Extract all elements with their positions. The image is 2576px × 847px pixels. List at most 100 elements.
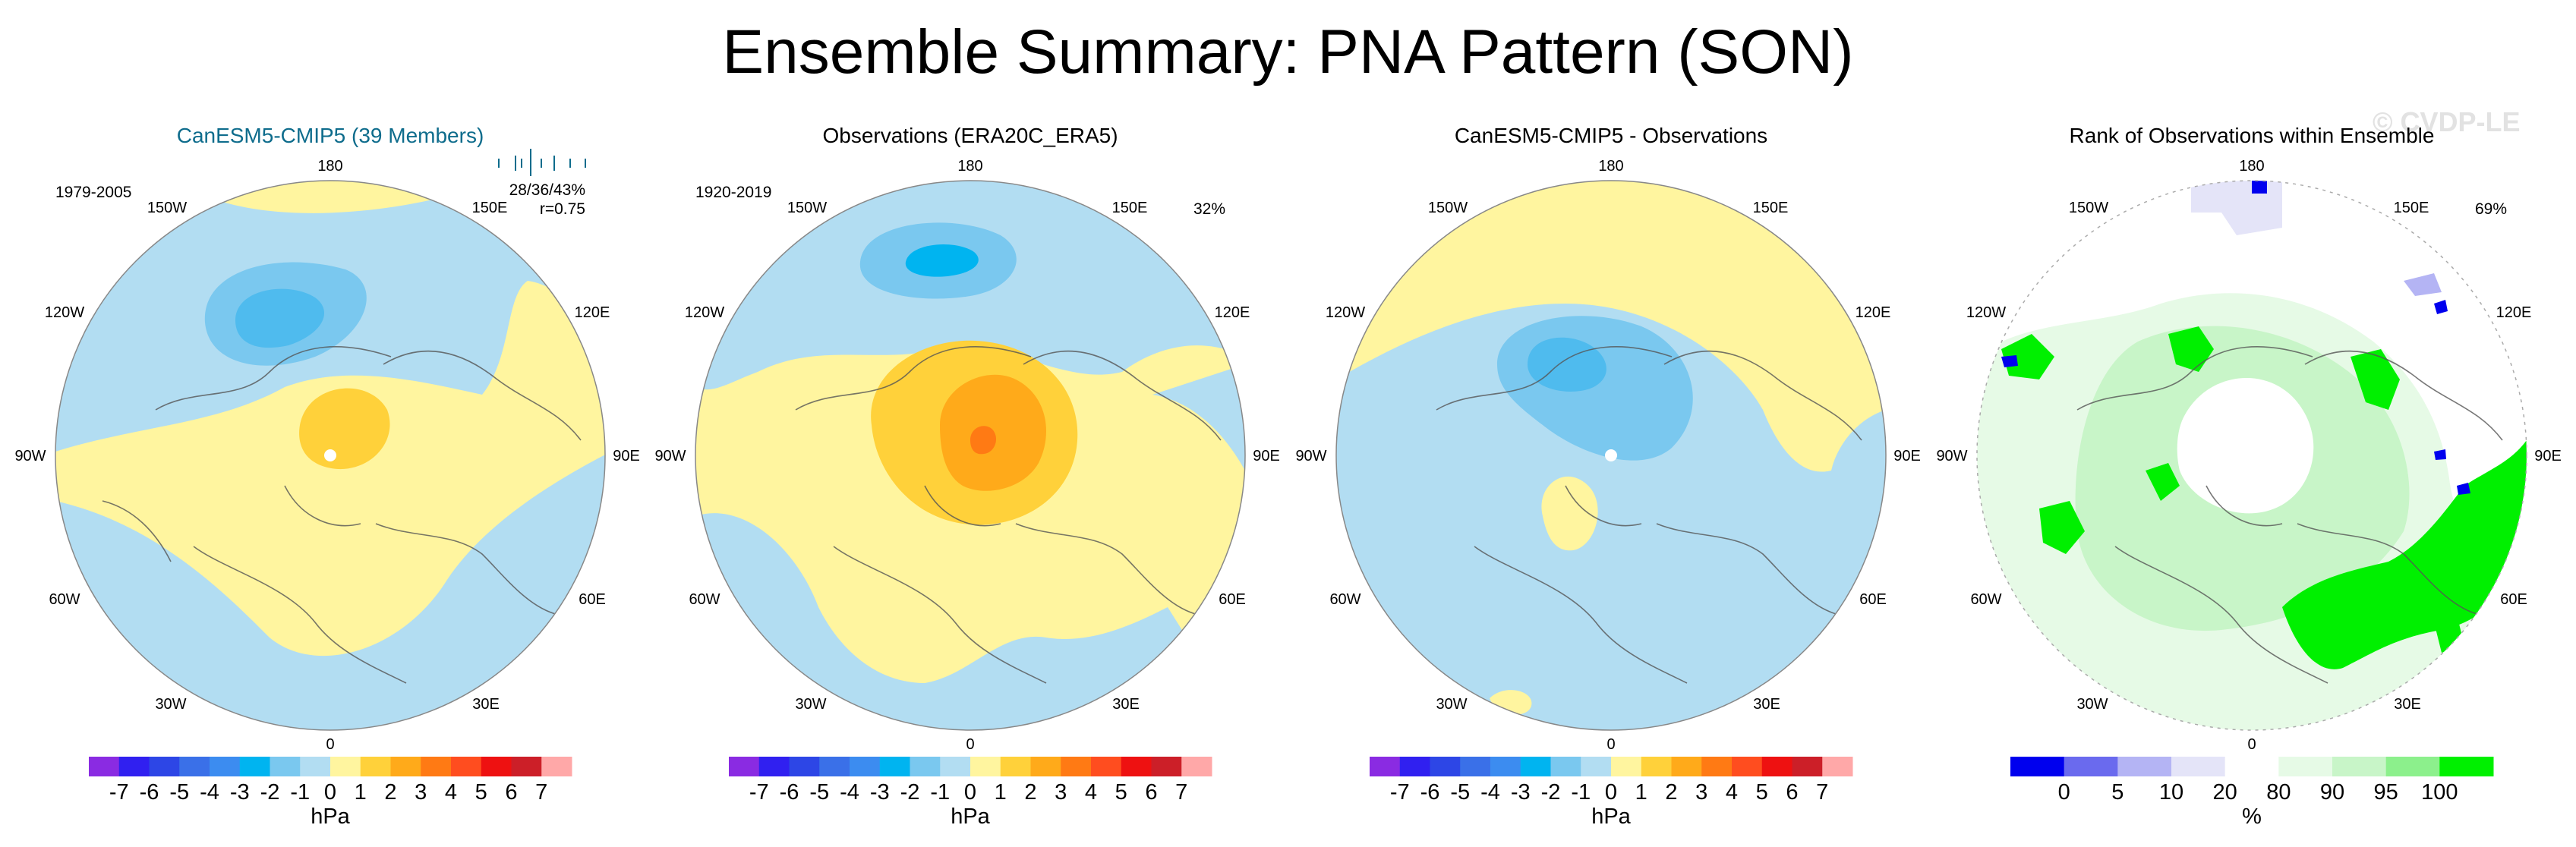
colorbar-swatch xyxy=(1460,757,1491,776)
colorbar-swatch xyxy=(1370,757,1401,776)
lon-label: 30E xyxy=(1112,696,1140,713)
rank-low-patch-5 xyxy=(2252,181,2267,194)
panel-title: Observations (ERA20C_ERA5) xyxy=(822,124,1118,147)
pattern-percent: 32% xyxy=(1193,200,1225,218)
lon-label: 60E xyxy=(1859,591,1887,608)
lon-label: 0 xyxy=(2247,736,2256,753)
colorbar-panel-3: -7 -6 -5 -4 -3 -2 -1 0 1 2 3 4 5 6 7 hPa xyxy=(1370,757,1853,829)
colorbar-swatch xyxy=(2224,757,2279,776)
lon-label: 120W xyxy=(45,304,84,321)
colorbar-tick-label: 5 xyxy=(1756,780,1768,804)
lon-label: 30W xyxy=(155,696,186,713)
colorbar-tick-label: 2 xyxy=(1024,780,1036,804)
longitude-labels: 180 150E 120E 90E 60E 30E 0 30W 60W 90W … xyxy=(654,158,1279,753)
colorbar-swatch xyxy=(1030,757,1061,776)
colorbar-swatch xyxy=(970,757,1001,776)
lon-label: 90E xyxy=(613,448,640,464)
rank-high-patch-5 xyxy=(2146,463,2180,501)
rank-high-patch-4 xyxy=(2039,501,2085,554)
colorbar-tick-label: 5 xyxy=(2111,780,2124,804)
colorbar-tick-label: 7 xyxy=(1816,780,1828,804)
colorbar-swatch xyxy=(1181,757,1212,776)
rank-high-patch-1 xyxy=(2001,334,2054,379)
lon-label: 90W xyxy=(1936,448,1967,464)
lon-label: 150W xyxy=(147,200,187,216)
colorbar-swatch xyxy=(421,757,452,776)
colorbar-tick-label: 100 xyxy=(2421,780,2458,804)
colorbar-tick-label: 80 xyxy=(2266,780,2291,804)
lon-label: 120W xyxy=(1966,304,2006,321)
colorbar-swatch xyxy=(481,757,512,776)
correlation-stat: r=0.75 xyxy=(540,200,585,218)
colorbar-tick-label: 3 xyxy=(1055,780,1067,804)
rank-low-patch-north xyxy=(2191,181,2282,235)
ensemble-spread-ticks xyxy=(498,149,586,176)
colorbar-tick-label: 10 xyxy=(2159,780,2183,804)
colorbar-tick-label: 0 xyxy=(1605,780,1617,804)
negative-contour-2 xyxy=(905,244,979,277)
longitude-labels: 180 150E 120E 90E 60E 30E 0 30W 60W 90W … xyxy=(14,158,639,753)
colorbar-swatch xyxy=(729,757,760,776)
lon-label: 30W xyxy=(2076,696,2108,713)
panel-model-mean: CanESM5-CMIP5 (39 Members) 1979-2005 28/… xyxy=(14,124,639,753)
positive-patch-1 xyxy=(1541,476,1598,551)
colorbar-swatch xyxy=(1581,757,1612,776)
pattern-percent: 69% xyxy=(2475,200,2507,218)
colorbar-swatch xyxy=(2064,757,2118,776)
colorbar-tick-label: 3 xyxy=(415,780,427,804)
colorbar-swatch xyxy=(179,757,210,776)
colorbar-swatch xyxy=(118,757,150,776)
panel-title: CanESM5-CMIP5 (39 Members) xyxy=(177,124,484,147)
colorbar-tick-label: -2 xyxy=(260,780,280,804)
colorbar-tick-label: -6 xyxy=(1420,780,1440,804)
positive-region-north xyxy=(1336,181,1886,472)
rank-low-patch-1 xyxy=(2001,355,2018,367)
colorbar-swatch xyxy=(1822,757,1853,776)
colorbar-swatch xyxy=(1550,757,1581,776)
positive-contour-1 xyxy=(299,388,390,470)
colorbar-tick-label: -6 xyxy=(140,780,159,804)
coastlines xyxy=(795,346,1222,684)
colorbar-swatch xyxy=(360,757,391,776)
colorbar-swatch xyxy=(1641,757,1672,776)
lon-label: 150E xyxy=(2394,200,2429,216)
map-outline xyxy=(695,180,1246,731)
lon-label: 120E xyxy=(575,304,610,321)
lon-label: 60W xyxy=(49,591,80,608)
rank-very-low-patch xyxy=(2404,273,2442,296)
colorbar-tick-label: -4 xyxy=(840,780,859,804)
colorbar-swatch xyxy=(2332,757,2387,776)
map-outline xyxy=(1335,180,1887,731)
colorbar-tick-label: 0 xyxy=(2058,780,2070,804)
pole-marker xyxy=(324,449,336,461)
lon-label: 60W xyxy=(1329,591,1361,608)
colorbar-tick-label: -1 xyxy=(290,780,310,804)
colorbar-tick-label: -7 xyxy=(1390,780,1410,804)
colorbar-tick-label: 2 xyxy=(384,780,396,804)
colorbar-swatch xyxy=(1701,757,1733,776)
colorbar-swatch xyxy=(1792,757,1823,776)
positive-contour-3 xyxy=(970,426,997,455)
lon-label: 90E xyxy=(1893,448,1921,464)
colorbar-swatch xyxy=(2171,757,2226,776)
colorbar-swatch xyxy=(850,757,881,776)
lon-label: 180 xyxy=(957,158,982,175)
colorbar-tick-label: -3 xyxy=(230,780,250,804)
colorbar-swatch xyxy=(1520,757,1551,776)
rank-white-core xyxy=(2177,377,2314,514)
colorbar-tick-label: 95 xyxy=(2374,780,2398,804)
colorbar-tick-label: -5 xyxy=(1450,780,1470,804)
colorbar-tick-label: 7 xyxy=(1175,780,1187,804)
colorbar-swatch xyxy=(451,757,482,776)
colorbar-swatch xyxy=(541,757,572,776)
colorbar-swatch xyxy=(239,757,270,776)
lon-label: 0 xyxy=(326,736,334,753)
lon-label: 120E xyxy=(1856,304,1891,321)
lon-label: 60E xyxy=(1219,591,1246,608)
coastlines xyxy=(102,346,582,684)
panel-title: CanESM5-CMIP5 - Observations xyxy=(1455,124,1767,147)
lon-label: 120E xyxy=(1215,304,1250,321)
lon-label: 180 xyxy=(1598,158,1623,175)
colorbar-tick-label: 4 xyxy=(1085,780,1097,804)
colorbar-swatch xyxy=(910,757,941,776)
